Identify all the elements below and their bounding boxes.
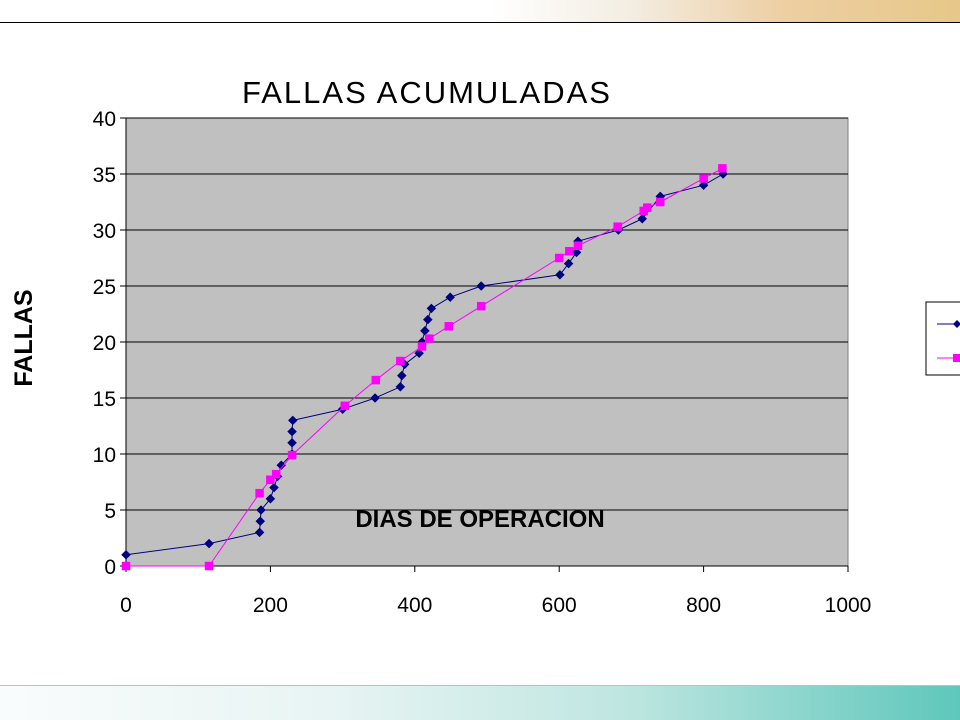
chart-title: FALLAS ACUMULADAS [242, 75, 612, 110]
data-point [699, 174, 708, 183]
data-point [287, 450, 297, 460]
data-point [254, 527, 265, 538]
data-point [340, 401, 350, 411]
data-point [445, 292, 456, 303]
bottom-decorative-band [0, 686, 960, 720]
data-point [256, 505, 266, 515]
x-axis-label: DIAS DE OPERACION [355, 506, 604, 533]
data-point [269, 482, 279, 493]
y-tick-label: 20 [93, 332, 116, 355]
legend-box [925, 301, 960, 376]
data-point [476, 301, 486, 311]
y-axis-label: FALLAS [10, 289, 38, 386]
data-point [424, 334, 434, 343]
data-point [573, 241, 583, 250]
y-tick-label: 25 [93, 276, 116, 299]
x-tick-label: 800 [686, 594, 721, 617]
data-point [698, 180, 709, 191]
top-decorative-banner [490, 0, 960, 22]
y-tick-label: 35 [93, 164, 116, 187]
y-tick-label: 40 [93, 108, 116, 131]
data-point [613, 222, 622, 231]
data-point [395, 381, 406, 392]
data-point [718, 164, 727, 173]
legend-entry-series-2 [937, 354, 960, 362]
x-tick-label: 400 [397, 594, 432, 617]
series-2 [121, 164, 727, 571]
top-divider-line [0, 22, 960, 23]
y-tick-label: 0 [104, 556, 116, 579]
data-point [276, 460, 287, 471]
data-point [204, 538, 214, 549]
x-tick-label: 600 [542, 594, 577, 617]
data-point [287, 415, 298, 426]
legend-entry-series-1 [937, 320, 960, 328]
data-point [370, 393, 380, 403]
data-point [417, 342, 427, 351]
data-point [414, 348, 424, 359]
data-point [420, 325, 430, 336]
y-tick-label: 10 [93, 444, 116, 467]
data-point [371, 375, 381, 385]
data-point [476, 281, 487, 291]
data-point [287, 437, 297, 448]
data-point [265, 493, 276, 504]
legend-marker [953, 354, 960, 362]
data-point [643, 203, 652, 212]
data-point [396, 370, 407, 381]
x-tick-label: 200 [253, 594, 288, 617]
data-point [396, 356, 405, 366]
data-point [444, 322, 453, 331]
data-point [565, 247, 574, 256]
data-point [266, 475, 275, 485]
data-point [121, 561, 131, 571]
data-point [255, 516, 266, 527]
data-point [554, 253, 564, 263]
x-tick-label: 0 [120, 594, 132, 617]
data-point [637, 213, 648, 224]
y-tick-label: 5 [104, 500, 116, 523]
data-point [422, 314, 433, 325]
x-tick-label: 1000 [825, 594, 872, 617]
y-tick-label: 15 [93, 388, 116, 411]
data-point [555, 269, 565, 280]
data-point [204, 561, 214, 571]
data-point [656, 197, 665, 207]
data-point [255, 488, 264, 498]
bottom-divider-line [0, 685, 960, 686]
data-point [271, 469, 281, 479]
y-tick-label: 30 [93, 220, 116, 243]
data-point [426, 303, 437, 314]
data-point [121, 549, 131, 560]
legend-marker [953, 320, 960, 328]
data-point [563, 258, 574, 269]
data-point [287, 426, 297, 437]
